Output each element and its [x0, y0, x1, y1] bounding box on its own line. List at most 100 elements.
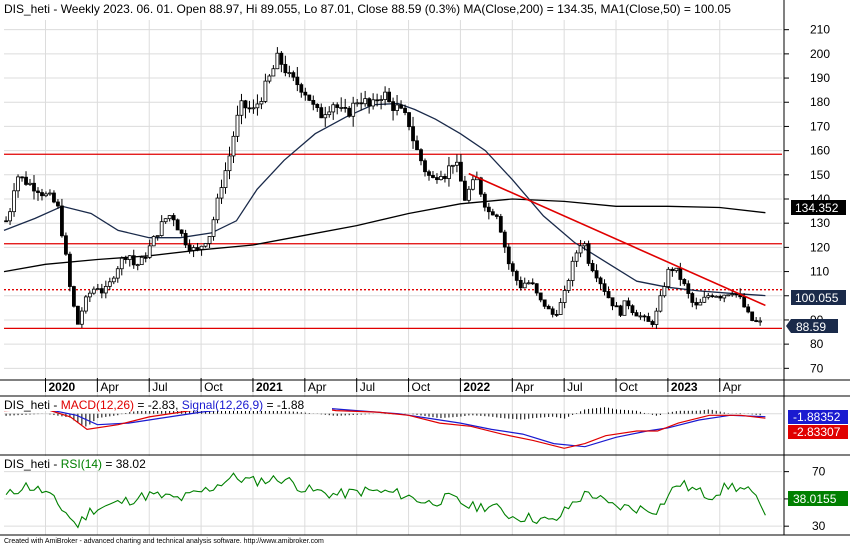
price-bar — [287, 65, 292, 78]
price-bar — [319, 103, 324, 119]
price-bar-body — [359, 102, 364, 105]
price-bar-body — [702, 296, 707, 303]
price-bar-body — [139, 256, 144, 266]
price-bar — [327, 106, 332, 118]
macd-label: MACD(12,26) — [61, 398, 134, 412]
price-bar — [231, 131, 236, 164]
price-bar — [534, 283, 539, 296]
price-bar — [726, 294, 731, 297]
price-bar-body — [32, 182, 36, 192]
price-bar-body — [64, 235, 68, 255]
price-tick-label: 200 — [810, 47, 830, 61]
price-bar — [171, 213, 176, 227]
price-bar-body — [159, 221, 164, 236]
price-bar — [706, 292, 711, 300]
price-bar — [750, 311, 755, 322]
time-tick-label: Apr — [723, 380, 742, 394]
price-bar — [391, 97, 395, 121]
price-bar-body — [87, 292, 92, 298]
price-bar — [52, 190, 56, 204]
price-bar — [582, 241, 587, 251]
price-bar — [99, 283, 104, 299]
price-bar-body — [554, 313, 559, 316]
price-grid — [4, 20, 782, 535]
price-bar — [606, 286, 611, 299]
price-bar — [251, 99, 256, 114]
rsi-tick-label: 30 — [812, 519, 826, 533]
price-bar — [131, 249, 136, 269]
price-bar — [466, 186, 471, 203]
price-bar-body — [175, 219, 180, 231]
price-bar — [339, 97, 344, 112]
price-bar — [514, 269, 519, 286]
price-bar — [658, 290, 663, 313]
price-bar — [111, 275, 116, 285]
price-bar-body — [510, 263, 515, 272]
price-bar — [20, 176, 24, 182]
price-bar-body — [251, 107, 256, 110]
price-bar-body — [287, 72, 292, 75]
price-bar-body — [12, 190, 16, 213]
price-bar-body — [606, 291, 611, 299]
price-bar — [91, 286, 96, 295]
price-bar-body — [574, 252, 579, 262]
price-bar-body — [654, 310, 659, 325]
price-bar — [399, 100, 403, 110]
price-bar-body — [730, 293, 735, 296]
price-bar-body — [115, 268, 120, 279]
price-bar — [16, 174, 20, 198]
price-bar — [211, 216, 216, 241]
price-bar-body — [558, 302, 563, 315]
price-bar-body — [411, 126, 415, 142]
price-bar-body — [662, 286, 667, 297]
price-bar-body — [263, 80, 268, 102]
price-bar-body — [8, 211, 12, 222]
price-bar — [538, 292, 543, 303]
price-bar — [415, 135, 419, 151]
price-bar-body — [247, 107, 252, 110]
rsi-label: RSI(14) — [61, 457, 102, 471]
price-bar-body — [191, 247, 196, 251]
price-bar-body — [630, 305, 635, 314]
price-bar — [279, 51, 284, 73]
price-bar — [79, 307, 84, 328]
price-bar-body — [211, 219, 216, 237]
price-bar — [435, 173, 439, 184]
price-bar — [462, 175, 467, 201]
price-bar — [191, 245, 196, 258]
price-bar-body — [618, 305, 623, 316]
horizontal-levels — [4, 153, 782, 330]
price-bar-body — [646, 316, 651, 322]
price-bar-body — [514, 270, 519, 281]
price-bar — [295, 66, 300, 92]
trendline — [468, 172, 766, 307]
price-bar-body — [255, 103, 260, 109]
price-bar-body — [56, 201, 60, 207]
price-bar — [578, 239, 583, 258]
price-bar — [283, 55, 288, 77]
price-bar — [335, 102, 340, 115]
price-bar-body — [686, 283, 691, 294]
price-bar-body — [44, 193, 48, 197]
ma200-line — [3, 198, 766, 273]
price-bar-body — [462, 180, 467, 201]
price-bar-body — [694, 302, 699, 306]
price-bar — [367, 97, 372, 114]
price-bar-body — [367, 98, 372, 107]
price-bar-body — [758, 320, 763, 323]
time-tick-label: 2022 — [463, 380, 490, 394]
price-bar-body — [36, 190, 40, 193]
price-bar-body — [315, 103, 320, 109]
price-bar — [267, 74, 272, 84]
price-bar — [12, 183, 16, 217]
price-bar-body — [239, 100, 244, 116]
price-bar-body — [455, 161, 459, 166]
price-bar-body — [4, 220, 8, 223]
price-bar-body — [722, 294, 727, 299]
price-bar — [355, 98, 360, 107]
price-title: DIS_heti - Weekly 2023. 06. 01. Open 88.… — [4, 2, 731, 16]
price-bar — [127, 255, 132, 267]
price-bar-body — [283, 63, 288, 74]
price-bar-body — [275, 52, 280, 70]
price-bar-body — [674, 267, 679, 272]
